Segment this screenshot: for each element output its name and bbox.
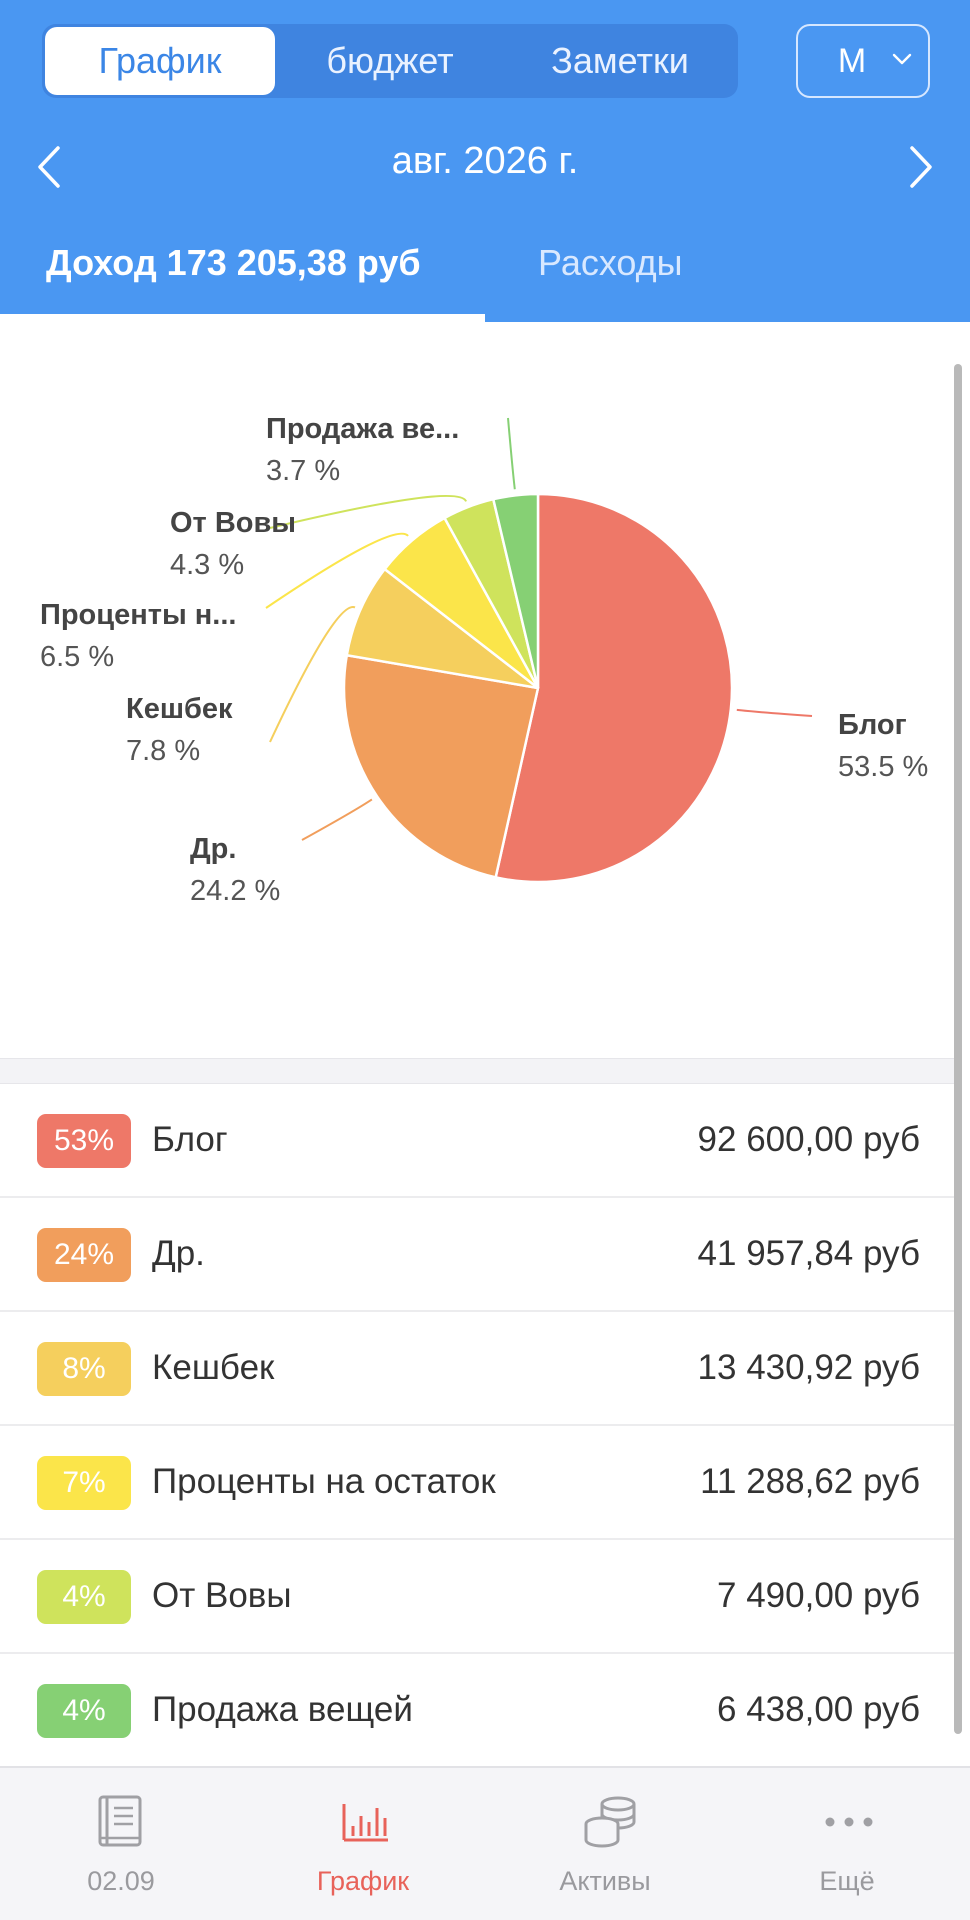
list-item[interactable]: 4% Продажа вещей 6 438,00 руб	[0, 1654, 954, 1768]
slice-sale[interactable]	[491, 492, 540, 689]
view-segmented-control: График бюджет Заметки	[42, 24, 738, 98]
segment-chart[interactable]: График	[45, 27, 275, 95]
slice-label-other: Др. 24.2 %	[190, 833, 281, 907]
leader-line	[507, 417, 516, 490]
nav-item-chart[interactable]: График	[242, 1768, 484, 1920]
period-selector[interactable]: М	[796, 24, 930, 98]
slice-label-vova: От Вовы 4.3 %	[170, 507, 297, 581]
list-item[interactable]: 4% От Вовы 7 490,00 руб	[0, 1540, 954, 1654]
bar-chart-icon	[342, 1804, 388, 1842]
list-item[interactable]: 53% Блог 92 600,00 руб	[0, 1084, 954, 1198]
leader-line	[269, 494, 468, 529]
category-name: От Вовы	[152, 1576, 292, 1615]
category-amount: 7 490,00 руб	[717, 1576, 920, 1615]
leader-line	[301, 798, 373, 841]
nav-label: График	[316, 1866, 410, 1896]
slice-blog[interactable]	[494, 492, 734, 884]
category-name: Др.	[152, 1234, 205, 1273]
slice-cashback[interactable]	[345, 567, 539, 690]
percent-badge: 24%	[37, 1228, 131, 1282]
pie-chart	[265, 417, 813, 884]
tab-expense[interactable]: Расходы	[538, 242, 683, 283]
tab-active-indicator	[0, 314, 485, 322]
nav-item-journal[interactable]: 02.09	[0, 1768, 242, 1920]
category-name: Кешбек	[152, 1348, 275, 1387]
percent-badge: 7%	[37, 1456, 131, 1510]
percent-badge: 4%	[37, 1570, 131, 1624]
nav-label: 02.09	[87, 1866, 155, 1896]
leader-line	[269, 606, 356, 743]
section-divider	[0, 1058, 954, 1084]
percent-badge: 4%	[37, 1684, 131, 1738]
more-icon	[825, 1817, 873, 1827]
chevron-left-icon[interactable]	[30, 142, 70, 192]
chevron-down-icon	[892, 53, 912, 65]
tab-income[interactable]: Доход 173 205,38 руб	[46, 242, 421, 283]
category-amount: 13 430,92 руб	[697, 1348, 920, 1387]
list-item[interactable]: 8% Кешбек 13 430,92 руб	[0, 1312, 954, 1426]
list-item[interactable]: 7% Проценты на остаток 11 288,62 руб	[0, 1426, 954, 1540]
category-amount: 92 600,00 руб	[697, 1120, 920, 1159]
nav-item-more[interactable]: Ещё	[726, 1768, 968, 1920]
slice-label-sale: Продажа ве... 3.7 %	[266, 413, 460, 487]
percent-badge: 53%	[37, 1114, 131, 1168]
category-amount: 11 288,62 руб	[700, 1462, 920, 1501]
chevron-right-icon[interactable]	[900, 142, 940, 192]
category-amount: 41 957,84 руб	[697, 1234, 920, 1273]
slice-other[interactable]	[342, 653, 540, 879]
bottom-tab-bar: 02.09 График Активы Ещё	[0, 1766, 970, 1920]
category-list: 53% Блог 92 600,00 руб 24% Др. 41 957,84…	[0, 1084, 954, 1768]
nav-item-assets[interactable]: Активы	[484, 1768, 726, 1920]
nav-label: Активы	[559, 1866, 651, 1896]
segment-budget[interactable]: бюджет	[326, 40, 454, 81]
percent-badge: 8%	[37, 1342, 131, 1396]
pie-chart-area: Блог 53.5 % Др. 24.2 % Кешбек 7.8 % Проц…	[0, 322, 970, 1058]
leader-line	[736, 708, 813, 717]
list-item[interactable]: 24% Др. 41 957,84 руб	[0, 1198, 954, 1312]
leader-line	[265, 532, 409, 609]
slice-label-blog: Блог 53.5 %	[838, 709, 929, 783]
segment-notes[interactable]: Заметки	[551, 40, 689, 81]
scrollbar[interactable]	[954, 364, 962, 1734]
slice-label-interest: Проценты н... 6.5 %	[40, 599, 237, 673]
category-name: Проценты на остаток	[152, 1462, 496, 1501]
slice-label-cashback: Кешбек 7.8 %	[126, 693, 233, 767]
tab-fade-overlay	[700, 236, 970, 292]
category-amount: 6 438,00 руб	[717, 1690, 920, 1729]
category-name: Продажа вещей	[152, 1690, 413, 1729]
app-header: График бюджет Заметки М авг. 2026 г. Дох…	[0, 0, 970, 322]
period-label: М	[837, 41, 867, 80]
current-month: авг. 2026 г.	[391, 140, 579, 182]
book-icon	[98, 1795, 142, 1847]
nav-label: Ещё	[819, 1866, 875, 1896]
coins-icon	[584, 1796, 636, 1848]
category-name: Блог	[152, 1120, 228, 1159]
